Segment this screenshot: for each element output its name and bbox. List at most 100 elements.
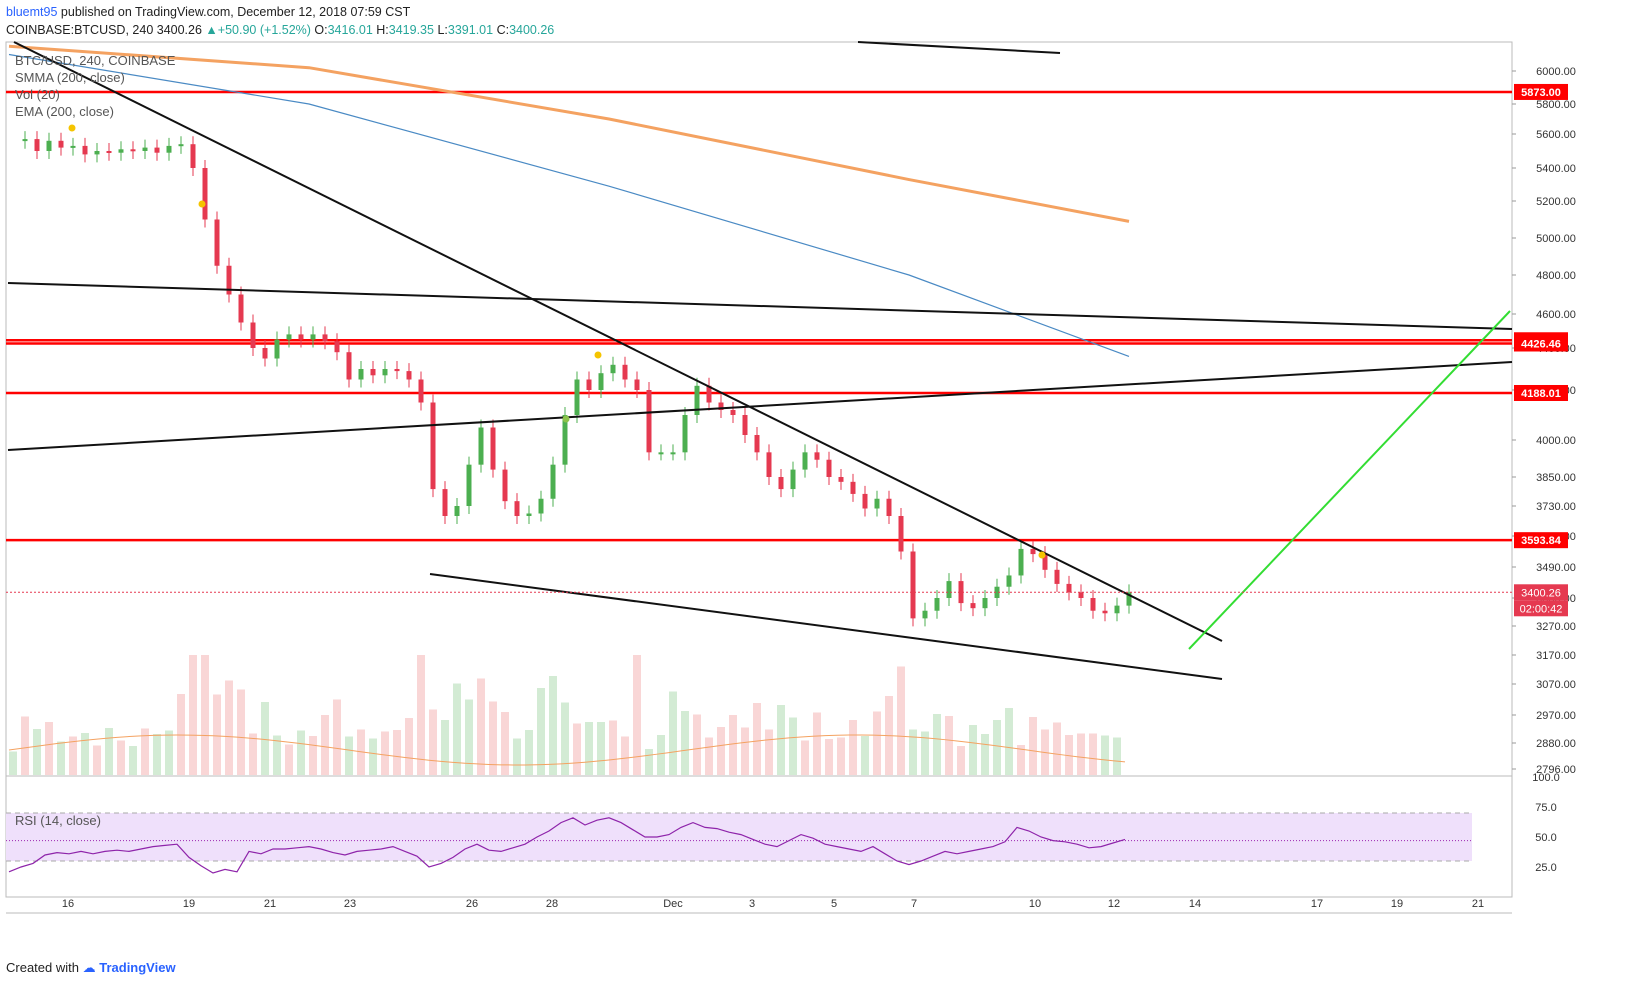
candle-body	[730, 410, 736, 415]
candle-body	[46, 140, 52, 151]
chart-header: bluemt95 published on TradingView.com, D…	[0, 0, 1627, 42]
volume-bar	[237, 689, 245, 775]
candle-body	[574, 379, 580, 415]
candle-body	[706, 385, 712, 403]
candle-body	[946, 581, 952, 598]
volume-bar	[441, 720, 449, 775]
volume-bar	[1005, 708, 1013, 775]
price-tick-label: 2880.00	[1536, 738, 1576, 750]
date-tick-label: 12	[1108, 898, 1120, 910]
volume-bar	[297, 730, 305, 775]
candle-body	[862, 493, 868, 509]
candle-body	[166, 145, 172, 153]
candle-body	[70, 145, 76, 148]
date-tick-label: 26	[466, 898, 478, 910]
date-tick-label: 16	[62, 898, 74, 910]
price-tick-label: 3270.00	[1536, 621, 1576, 633]
price-tick-label: 4000.00	[1536, 435, 1576, 447]
level-price-badge	[1514, 83, 1568, 100]
candle-body	[1078, 592, 1084, 598]
price-tick-label: 6000.00	[1536, 66, 1576, 78]
candle-body	[370, 369, 376, 376]
candle-body	[1066, 583, 1072, 593]
volume-bar	[933, 714, 941, 775]
volume-bar	[945, 716, 953, 775]
last-price-label: 3400.26	[1521, 587, 1561, 599]
candle-body	[466, 464, 472, 506]
tradingview-brand[interactable]: TradingView	[99, 960, 176, 975]
volume-bar	[645, 749, 653, 775]
symbol-label: COINBASE:BTCUSD, 240	[6, 23, 154, 37]
volume-bar	[201, 655, 209, 775]
volume-bar	[897, 666, 905, 775]
volume-bar	[681, 711, 689, 775]
volume-bar	[777, 705, 785, 775]
price-tick-label: 3730.00	[1536, 501, 1576, 513]
price-tick-label: 2970.00	[1536, 710, 1576, 722]
candle-body	[754, 435, 760, 453]
volume-bar	[573, 723, 581, 775]
volume-ma-line	[8, 734, 1126, 766]
low-value: 3391.01	[447, 23, 494, 37]
date-tick-label: 28	[546, 898, 558, 910]
candle-body	[310, 334, 316, 340]
volume-bar	[489, 701, 497, 775]
footer: Created with ☁ TradingView	[6, 960, 176, 976]
candle-body	[334, 341, 340, 353]
candle-body	[646, 390, 652, 453]
rsi-tick-label: 25.0	[1535, 862, 1556, 874]
open-label: O:	[314, 23, 328, 37]
date-tick-label: 19	[183, 898, 195, 910]
tradingview-logo-icon: ☁	[82, 960, 96, 975]
candle-body	[514, 501, 520, 516]
rsi-line	[8, 817, 1126, 874]
close-label: C:	[496, 23, 510, 37]
candle-body	[82, 145, 88, 155]
overlay-ema[interactable]: EMA (200, close)	[15, 104, 114, 119]
trend-line	[7, 282, 1513, 330]
volume-bar	[741, 727, 749, 775]
candle-body	[970, 603, 976, 609]
volume-bar	[825, 739, 833, 775]
candle-body	[58, 140, 64, 148]
candle-body	[202, 168, 208, 220]
date-tick-label: 5	[831, 898, 837, 910]
volume-bar	[381, 731, 389, 775]
trend-line	[13, 41, 1223, 642]
rsi-title[interactable]: RSI (14, close)	[15, 813, 101, 828]
price-tick-label: 5200.00	[1536, 196, 1576, 208]
overlay-vol[interactable]: Vol (20)	[15, 87, 60, 102]
price-tick-label: 5400.00	[1536, 163, 1576, 175]
volume-bar	[669, 691, 677, 775]
author-name[interactable]: bluemt95	[6, 5, 58, 19]
price-tick-label: 4600.00	[1536, 309, 1576, 321]
volume-bar	[405, 718, 413, 775]
date-tick-label: 19	[1391, 898, 1403, 910]
volume-bar	[57, 741, 65, 775]
volume-bar	[393, 730, 401, 775]
candle-body	[790, 469, 796, 490]
volume-bar	[969, 725, 977, 775]
volume-bar	[717, 727, 725, 775]
candle-body	[490, 427, 496, 470]
candle-body	[1090, 598, 1096, 611]
candle-body	[178, 144, 184, 147]
trend-line	[429, 573, 1223, 680]
volume-bar	[453, 683, 461, 775]
volume-bar	[693, 714, 701, 775]
signal-dot	[198, 200, 206, 208]
price-tick-label: 3170.00	[1536, 650, 1576, 662]
date-tick-label: 7	[911, 898, 917, 910]
overlay-smma[interactable]: SMMA (200, close)	[15, 70, 125, 85]
candle-body	[1054, 569, 1060, 584]
smma-line	[8, 44, 1130, 223]
candle-body	[286, 334, 292, 340]
candle-body	[982, 598, 988, 609]
ohlc-line: COINBASE:BTCUSD, 240 3400.26 ▲+50.90 (+1…	[6, 23, 554, 37]
volume-bar	[501, 712, 509, 775]
candle-body	[658, 452, 664, 455]
volume-bar	[633, 655, 641, 775]
volume-bar	[921, 731, 929, 775]
countdown-badge	[1514, 600, 1568, 617]
